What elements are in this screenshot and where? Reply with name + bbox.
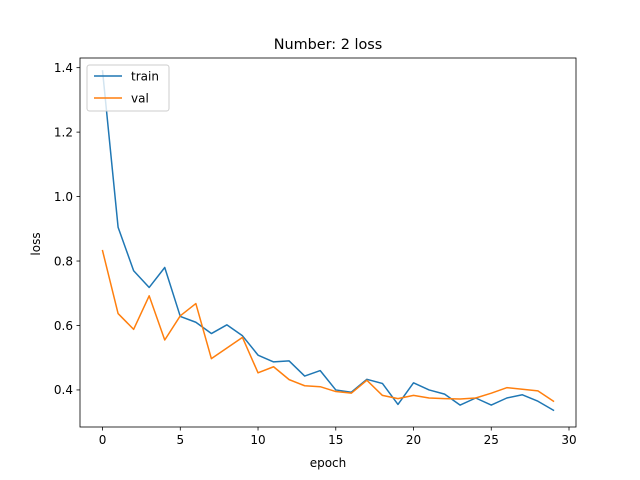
y-tick-label: 0.8	[54, 254, 73, 268]
y-tick-label: 1.2	[54, 125, 73, 139]
x-tick-label: 25	[484, 433, 499, 447]
x-tick-label: 5	[176, 433, 184, 447]
y-axis-label: loss	[29, 232, 43, 255]
series-line-train	[101, 70, 555, 412]
y-tick-label: 0.6	[54, 319, 73, 333]
y-tick-label: 0.4	[54, 383, 73, 397]
plot-lines	[101, 70, 555, 412]
y-tick-label: 1.0	[54, 190, 73, 204]
y-tick-label: 1.4	[54, 61, 73, 75]
legend-label-val: val	[131, 91, 149, 105]
x-tick-label: 30	[561, 433, 576, 447]
x-tick-label: 0	[99, 433, 107, 447]
legend-label-train: train	[131, 69, 159, 83]
series-line-val	[101, 249, 555, 403]
legend: train val	[86, 64, 170, 112]
x-axis-label: epoch	[310, 456, 347, 470]
axes: 0 5 10 15 20 25 30 0.4 0.6 0.8 1.0 1.2 1.4	[54, 57, 577, 447]
chart-title: Number: 2 loss	[274, 37, 383, 53]
x-tick-label: 10	[250, 433, 265, 447]
x-tick-label: 20	[406, 433, 421, 447]
x-tick-label: 15	[328, 433, 343, 447]
plot-frame	[79, 57, 577, 428]
